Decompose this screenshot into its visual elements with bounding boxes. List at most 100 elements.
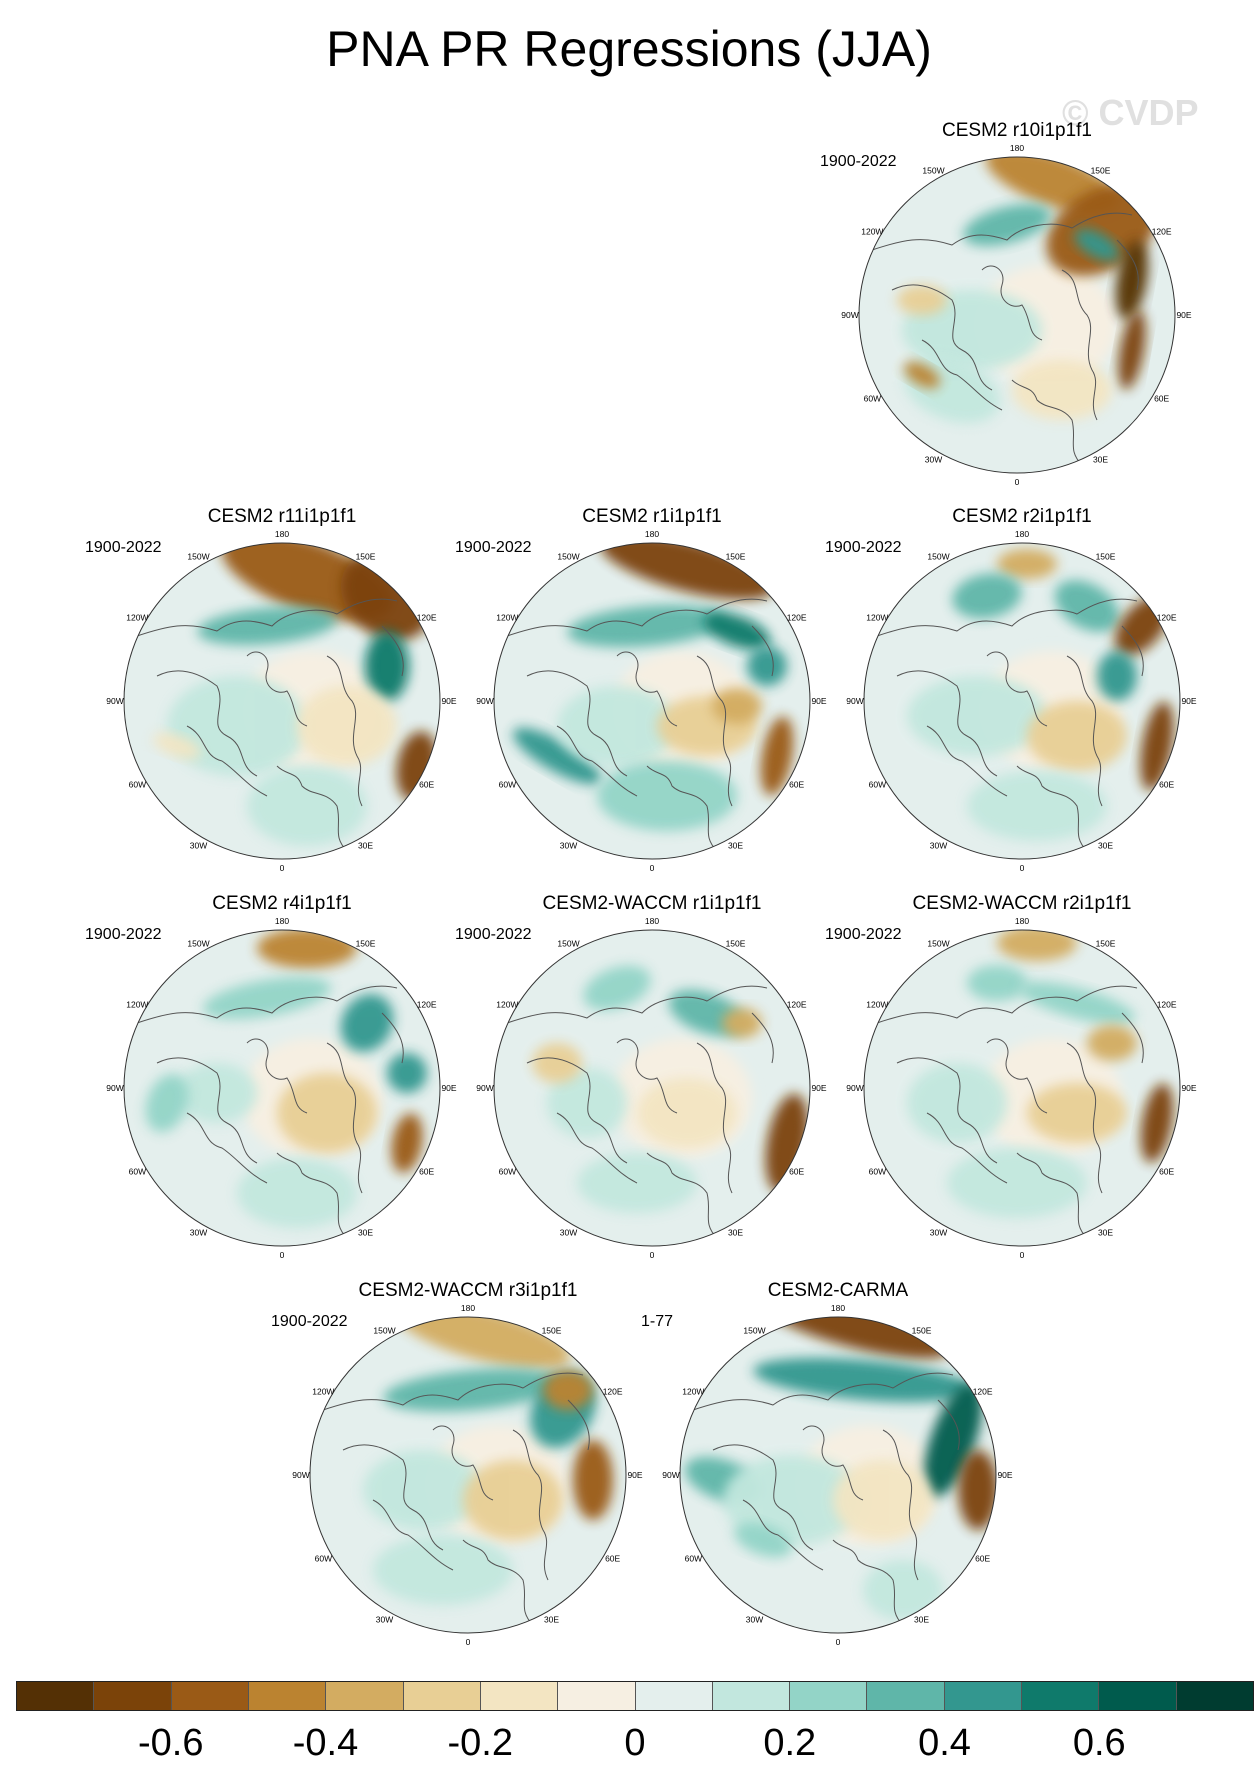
coastline	[462, 1539, 534, 1626]
longitude-label: 30E	[728, 1228, 743, 1238]
precip-anomaly	[833, 1460, 933, 1540]
precip-anomaly	[247, 766, 367, 846]
polar-map: 180 150E 120E 90E 60E 30E 0 30W 60W 90W 120W 150W	[476, 916, 827, 1260]
longitude-label: 30W	[930, 841, 947, 851]
precip-anomaly	[637, 1078, 737, 1148]
longitude-label: 30E	[728, 841, 743, 851]
panel-title: CESM2 r4i1p1f1	[212, 893, 352, 914]
longitude-label: 150W	[927, 551, 949, 561]
colorbar-swatch	[1022, 1682, 1100, 1710]
coastline	[526, 1057, 628, 1164]
longitude-label: 0	[280, 863, 285, 873]
precip-anomaly	[599, 543, 775, 600]
precip-anomaly	[903, 361, 941, 389]
precip-anomaly	[753, 1357, 973, 1403]
coastline	[876, 985, 1138, 1024]
coastline	[246, 1038, 308, 1114]
precip-anomaly	[583, 965, 651, 1011]
longitude-label: 60E	[789, 780, 804, 790]
longitude-label: 30W	[925, 455, 942, 465]
coastline	[1011, 379, 1083, 466]
longitude-label: 150E	[1096, 938, 1116, 948]
coastline	[136, 598, 398, 637]
coastline	[506, 985, 768, 1024]
precip-anomaly	[297, 686, 397, 766]
coastline	[136, 985, 398, 1024]
panel-period: 1-77	[641, 1313, 674, 1330]
coastline	[526, 670, 628, 777]
precip-anomaly	[365, 631, 409, 701]
map-boundary	[863, 542, 1181, 860]
longitude-label: 90W	[476, 696, 493, 706]
map-panel: CESM2-WACCM r3i1p1f1 1900-2022 180 150E 120E…	[271, 1280, 653, 1650]
precip-anomaly	[907, 676, 1047, 756]
coastline	[696, 655, 733, 807]
colorbar-tick-label: 0.6	[1072, 1722, 1126, 1764]
coastline	[432, 1425, 494, 1501]
polar-map: 180 150E 120E 90E 60E 30E 0 30W 60W 90W 120W 150W	[846, 916, 1197, 1260]
panel-title: CESM2-WACCM r3i1p1f1	[358, 1280, 578, 1301]
longitude-label: 150W	[187, 551, 209, 561]
coastline	[372, 1499, 454, 1571]
map-panel: CESM2 r11i1p1f1 1900-2022 180 150E 120E 90E 60…	[85, 506, 467, 876]
precip-anomaly	[167, 676, 307, 776]
longitude-label: 60E	[1159, 1167, 1174, 1177]
longitude-label: 60E	[1159, 780, 1174, 790]
longitude-label: 60E	[419, 1167, 434, 1177]
longitude-label: 60W	[499, 1167, 516, 1177]
longitude-label: 90W	[662, 1470, 679, 1480]
precip-anomaly	[897, 285, 947, 315]
precip-anomaly	[1018, 981, 1136, 1025]
precip-anomaly	[391, 1113, 423, 1173]
coastline	[567, 1399, 590, 1451]
longitude-label: 30W	[560, 841, 577, 851]
longitude-label: 150W	[557, 551, 579, 561]
coastline	[186, 1112, 268, 1184]
colorbar-swatch	[248, 1682, 327, 1710]
colorbar-tick-label: -0.6	[138, 1722, 204, 1764]
colorbar-swatch	[403, 1682, 481, 1710]
longitude-label: 150W	[922, 165, 944, 175]
coastline	[802, 1425, 864, 1501]
longitude-label: 60W	[129, 780, 146, 790]
longitude-label: 120W	[496, 613, 518, 623]
longitude-label: 150E	[356, 551, 376, 561]
longitude-label: 150E	[912, 1325, 932, 1335]
longitude-label: 0	[836, 1637, 841, 1647]
longitude-label: 60E	[605, 1554, 620, 1564]
coastline	[186, 725, 268, 797]
colorbar-swatch	[867, 1682, 945, 1710]
precip-anomaly	[463, 1460, 563, 1540]
panel-period: 1900-2022	[85, 539, 162, 556]
longitude-label: 150W	[373, 1325, 395, 1335]
map-boundary	[863, 929, 1181, 1247]
precip-anomaly	[1118, 310, 1146, 390]
precip-anomaly	[723, 1455, 863, 1545]
polar-map: 180 150E 120E 90E 60E 30E 0 30W 60W 90W 120W 150W	[106, 916, 457, 1260]
longitude-label: 150W	[187, 938, 209, 948]
colorbar	[16, 1681, 1254, 1711]
colorbar-swatch	[94, 1682, 172, 1710]
colorbar-swatch	[635, 1682, 713, 1710]
coastline	[646, 1152, 718, 1239]
longitude-label: 120E	[1152, 227, 1172, 237]
precip-anomaly	[1054, 580, 1120, 632]
precip-anomaly	[734, 1522, 792, 1558]
map-panel: CESM2 r10i1p1f1 1900-2022 180 150E 120E 90E 60…	[820, 120, 1202, 490]
longitude-label: 0	[1020, 1250, 1025, 1260]
coastline	[926, 1112, 1008, 1184]
precip-anomaly	[573, 1440, 613, 1520]
polar-map: 180 150E 120E 90E 60E 30E 0 30W 60W 90W 120W 150W	[106, 529, 457, 873]
longitude-label: 30W	[930, 1228, 947, 1238]
longitude-label: 150E	[726, 938, 746, 948]
colorbar-tick-label: 0.2	[763, 1722, 817, 1764]
longitude-label: 90E	[811, 1083, 826, 1093]
panel-title: CESM2-WACCM r2i1p1f1	[912, 893, 1132, 914]
precip-anomaly	[760, 716, 794, 796]
longitude-label: 30E	[1098, 1228, 1113, 1238]
longitude-label: 60E	[1154, 394, 1169, 404]
longitude-label: 90E	[441, 696, 456, 706]
panel-period: 1900-2022	[455, 926, 532, 943]
longitude-label: 60W	[499, 780, 516, 790]
longitude-label: 120E	[417, 1000, 437, 1010]
